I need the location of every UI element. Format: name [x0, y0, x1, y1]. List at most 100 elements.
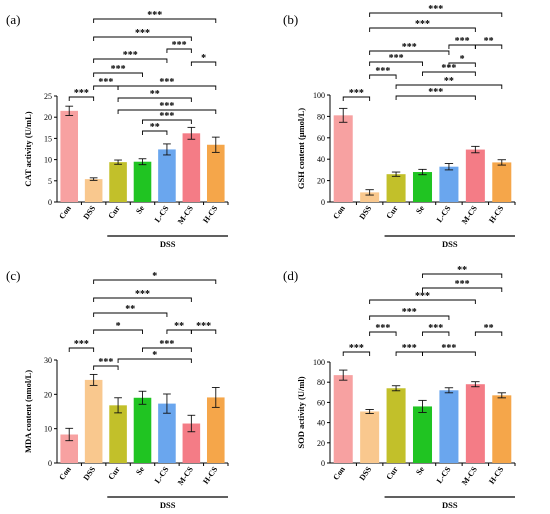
bar-M-CS [182, 133, 201, 202]
y-tick-label: 25 [44, 92, 52, 101]
significance-bracket: *** [342, 343, 371, 356]
significance-label: *** [111, 64, 126, 75]
error-bar-L-CS [444, 387, 454, 394]
significance-bracket: *** [117, 101, 217, 114]
significance-bracket: *** [395, 343, 423, 356]
significance-label: ** [457, 265, 467, 276]
significance-bracket: *** [68, 339, 95, 352]
error-bar-Con [339, 107, 348, 123]
error-bar-L-CS [163, 143, 171, 156]
significance-bracket: *** [166, 40, 192, 53]
error-bar-H-CS [497, 392, 506, 399]
error-bar-Cur [114, 159, 122, 165]
y-tick-label: 100 [313, 91, 325, 100]
error-bar-L-CS [163, 393, 171, 414]
significance-label: *** [402, 307, 417, 318]
x-tick-label: H-CS [201, 465, 220, 486]
group-label: DSS [442, 239, 458, 249]
panel-label: (d) [283, 268, 298, 283]
bar-L-CS [439, 390, 459, 463]
y-tick-label: 30 [44, 356, 52, 365]
y-tick-label: 40 [317, 419, 325, 428]
significance-bracket: ** [395, 76, 503, 89]
significance-label: *** [147, 10, 162, 21]
error-bar-DSS [365, 189, 374, 196]
significance-label: *** [74, 88, 89, 99]
group-label: DSS [160, 500, 176, 510]
chart-panel-3: (d) 0 20 40 60 80 100 SOD activity (U/ml) Con DSS… [283, 265, 516, 510]
bar-DSS [360, 411, 380, 463]
significance-label: *** [402, 343, 417, 354]
y-tick-label: 100 [313, 358, 325, 367]
significance-label: *** [98, 357, 113, 368]
error-bar-M-CS [471, 381, 480, 388]
y-tick-label: 20 [317, 177, 325, 186]
significance-label: *** [441, 63, 456, 74]
bar-L-CS [439, 166, 459, 202]
significance-label: *** [349, 343, 364, 354]
y-tick-label: 0 [48, 459, 52, 468]
error-bar-Se [418, 399, 427, 413]
error-bar-Cur [391, 171, 401, 177]
significance-bracket: *** [93, 50, 168, 63]
significance-label: *** [135, 289, 150, 300]
y-tick-label: 10 [44, 156, 52, 165]
x-tick-label: Cur [384, 465, 400, 482]
y-axis-label: MDA content (nmol/L) [23, 370, 33, 453]
significance-bracket: *** [93, 289, 192, 302]
error-bar-Cur [114, 397, 122, 414]
significance-bracket: *** [448, 36, 476, 49]
panel-label: (c) [6, 268, 20, 283]
x-tick-label: Con [331, 465, 347, 482]
error-bar-Con [339, 369, 348, 381]
significance-bracket: *** [369, 66, 397, 79]
error-bar-Con [65, 427, 74, 442]
significance-label: ** [484, 323, 494, 334]
significance-label: *** [389, 53, 404, 64]
chart-panel-1: (b) 0 20 40 60 80 100 GSH content (μmol/L) Con DS… [283, 4, 516, 249]
bar-Con [60, 434, 79, 463]
significance-label: ** [150, 122, 160, 133]
error-bar-DSS [89, 373, 98, 386]
bar-H-CS [492, 395, 512, 463]
significance-bracket: ** [117, 89, 192, 102]
significance-label: *** [74, 339, 89, 350]
significance-bracket: *** [68, 88, 95, 101]
significance-bracket: ** [474, 323, 503, 336]
bar-Cur [386, 174, 406, 202]
x-tick-label: DSS [357, 204, 373, 222]
significance-bracket: *** [369, 19, 476, 32]
significance-label: ** [444, 76, 454, 87]
y-tick-label: 0 [321, 459, 325, 468]
significance-label: *** [159, 77, 174, 88]
bar-M-CS [465, 149, 485, 202]
x-tick-label: DSS [81, 465, 97, 483]
significance-bracket: ** [166, 321, 192, 334]
y-tick-label: 0 [48, 198, 52, 207]
bar-Se [133, 397, 152, 463]
significance-label: *** [428, 4, 443, 15]
y-tick-label: 0 [321, 198, 325, 207]
bar-H-CS [492, 162, 512, 202]
x-tick-label: L-CS [153, 465, 171, 486]
significance-bracket: ** [142, 122, 168, 135]
significance-label: *** [455, 36, 470, 47]
x-tick-label: M-CS [460, 204, 479, 226]
significance-bracket: *** [117, 77, 217, 90]
significance-label: * [152, 350, 157, 361]
x-tick-label: H-CS [487, 204, 506, 225]
bar-M-CS [465, 384, 485, 463]
x-tick-label: DSS [81, 204, 97, 222]
significance-bracket: *** [369, 4, 503, 17]
significance-label: *** [135, 28, 150, 39]
bar-L-CS [158, 403, 176, 463]
y-tick-label: 20 [44, 390, 52, 399]
significance-label: *** [172, 40, 187, 51]
error-bar-Cur [391, 385, 401, 392]
bar-Se [412, 172, 433, 202]
chart-panel-2: (c) 0 10 20 30 MDA content (nmol/L) Con DSS Cur S… [6, 268, 229, 510]
significance-label: *** [428, 87, 443, 98]
significance-bracket: *** [422, 279, 503, 292]
x-tick-label: M-CS [460, 465, 479, 487]
